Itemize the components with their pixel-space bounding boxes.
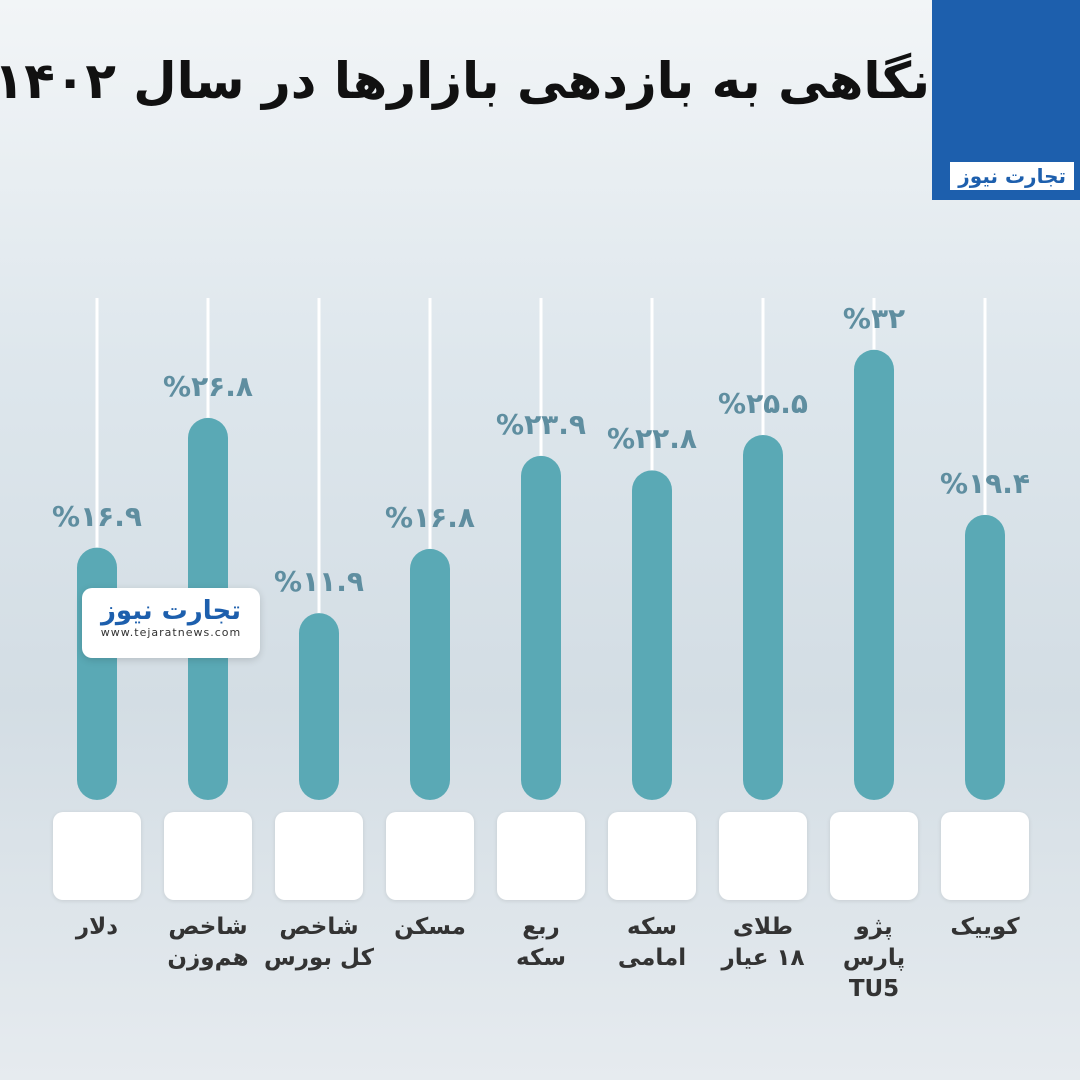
- logo-url: www.tejaratnews.com: [100, 626, 242, 639]
- bar: [410, 548, 450, 800]
- logo-name: تجارت نیوز: [100, 596, 242, 626]
- value-label: %۲۳.۹: [496, 407, 586, 441]
- logo-card: تجارت نیوز www.tejaratnews.com: [82, 588, 260, 658]
- bar: [77, 547, 117, 800]
- bar: [521, 455, 561, 800]
- category-icon: [830, 812, 918, 900]
- chart-title: نگاهی به بازدهی بازارها در سال ۱۴۰۲: [0, 52, 930, 110]
- value-label: %۲۲.۸: [607, 422, 697, 456]
- category-label: طلای ۱۸ عیار: [721, 914, 805, 972]
- bar: [632, 470, 672, 800]
- category-icon: [941, 812, 1029, 900]
- value-label: %۱۱.۹: [274, 565, 364, 599]
- category-icon: [608, 812, 696, 900]
- value-label: %۲۶.۸: [163, 369, 253, 403]
- bar: [854, 349, 894, 800]
- value-label: %۱۶.۹: [52, 499, 142, 533]
- value-label: %۱۶.۸: [385, 500, 475, 534]
- category-label: شاخص هم‌وزن: [167, 914, 249, 972]
- value-label: %۱۹.۴: [940, 466, 1030, 500]
- category-label: مسکن: [394, 914, 466, 940]
- category-icon: [53, 812, 141, 900]
- bar: [743, 434, 783, 800]
- category-icon: [497, 812, 585, 900]
- bar: [299, 613, 339, 800]
- bar: [965, 514, 1005, 800]
- category-icon: [386, 812, 474, 900]
- category-label: کوییک: [950, 914, 1020, 940]
- category-label: پژو پارس TU5: [842, 914, 906, 1003]
- value-label: %۲۵.۵: [718, 386, 808, 420]
- category-icon: [275, 812, 363, 900]
- category-icon: [164, 812, 252, 900]
- category-label: شاخص کل بورس: [264, 914, 374, 972]
- category-icon: [719, 812, 807, 900]
- category-label: دلار: [75, 914, 119, 940]
- category-label: سکه امامی: [617, 914, 687, 972]
- category-label: ربع سکه: [516, 914, 566, 972]
- brand-logo: تجارت نیوز: [950, 162, 1074, 190]
- value-label: %۳۲: [842, 301, 906, 335]
